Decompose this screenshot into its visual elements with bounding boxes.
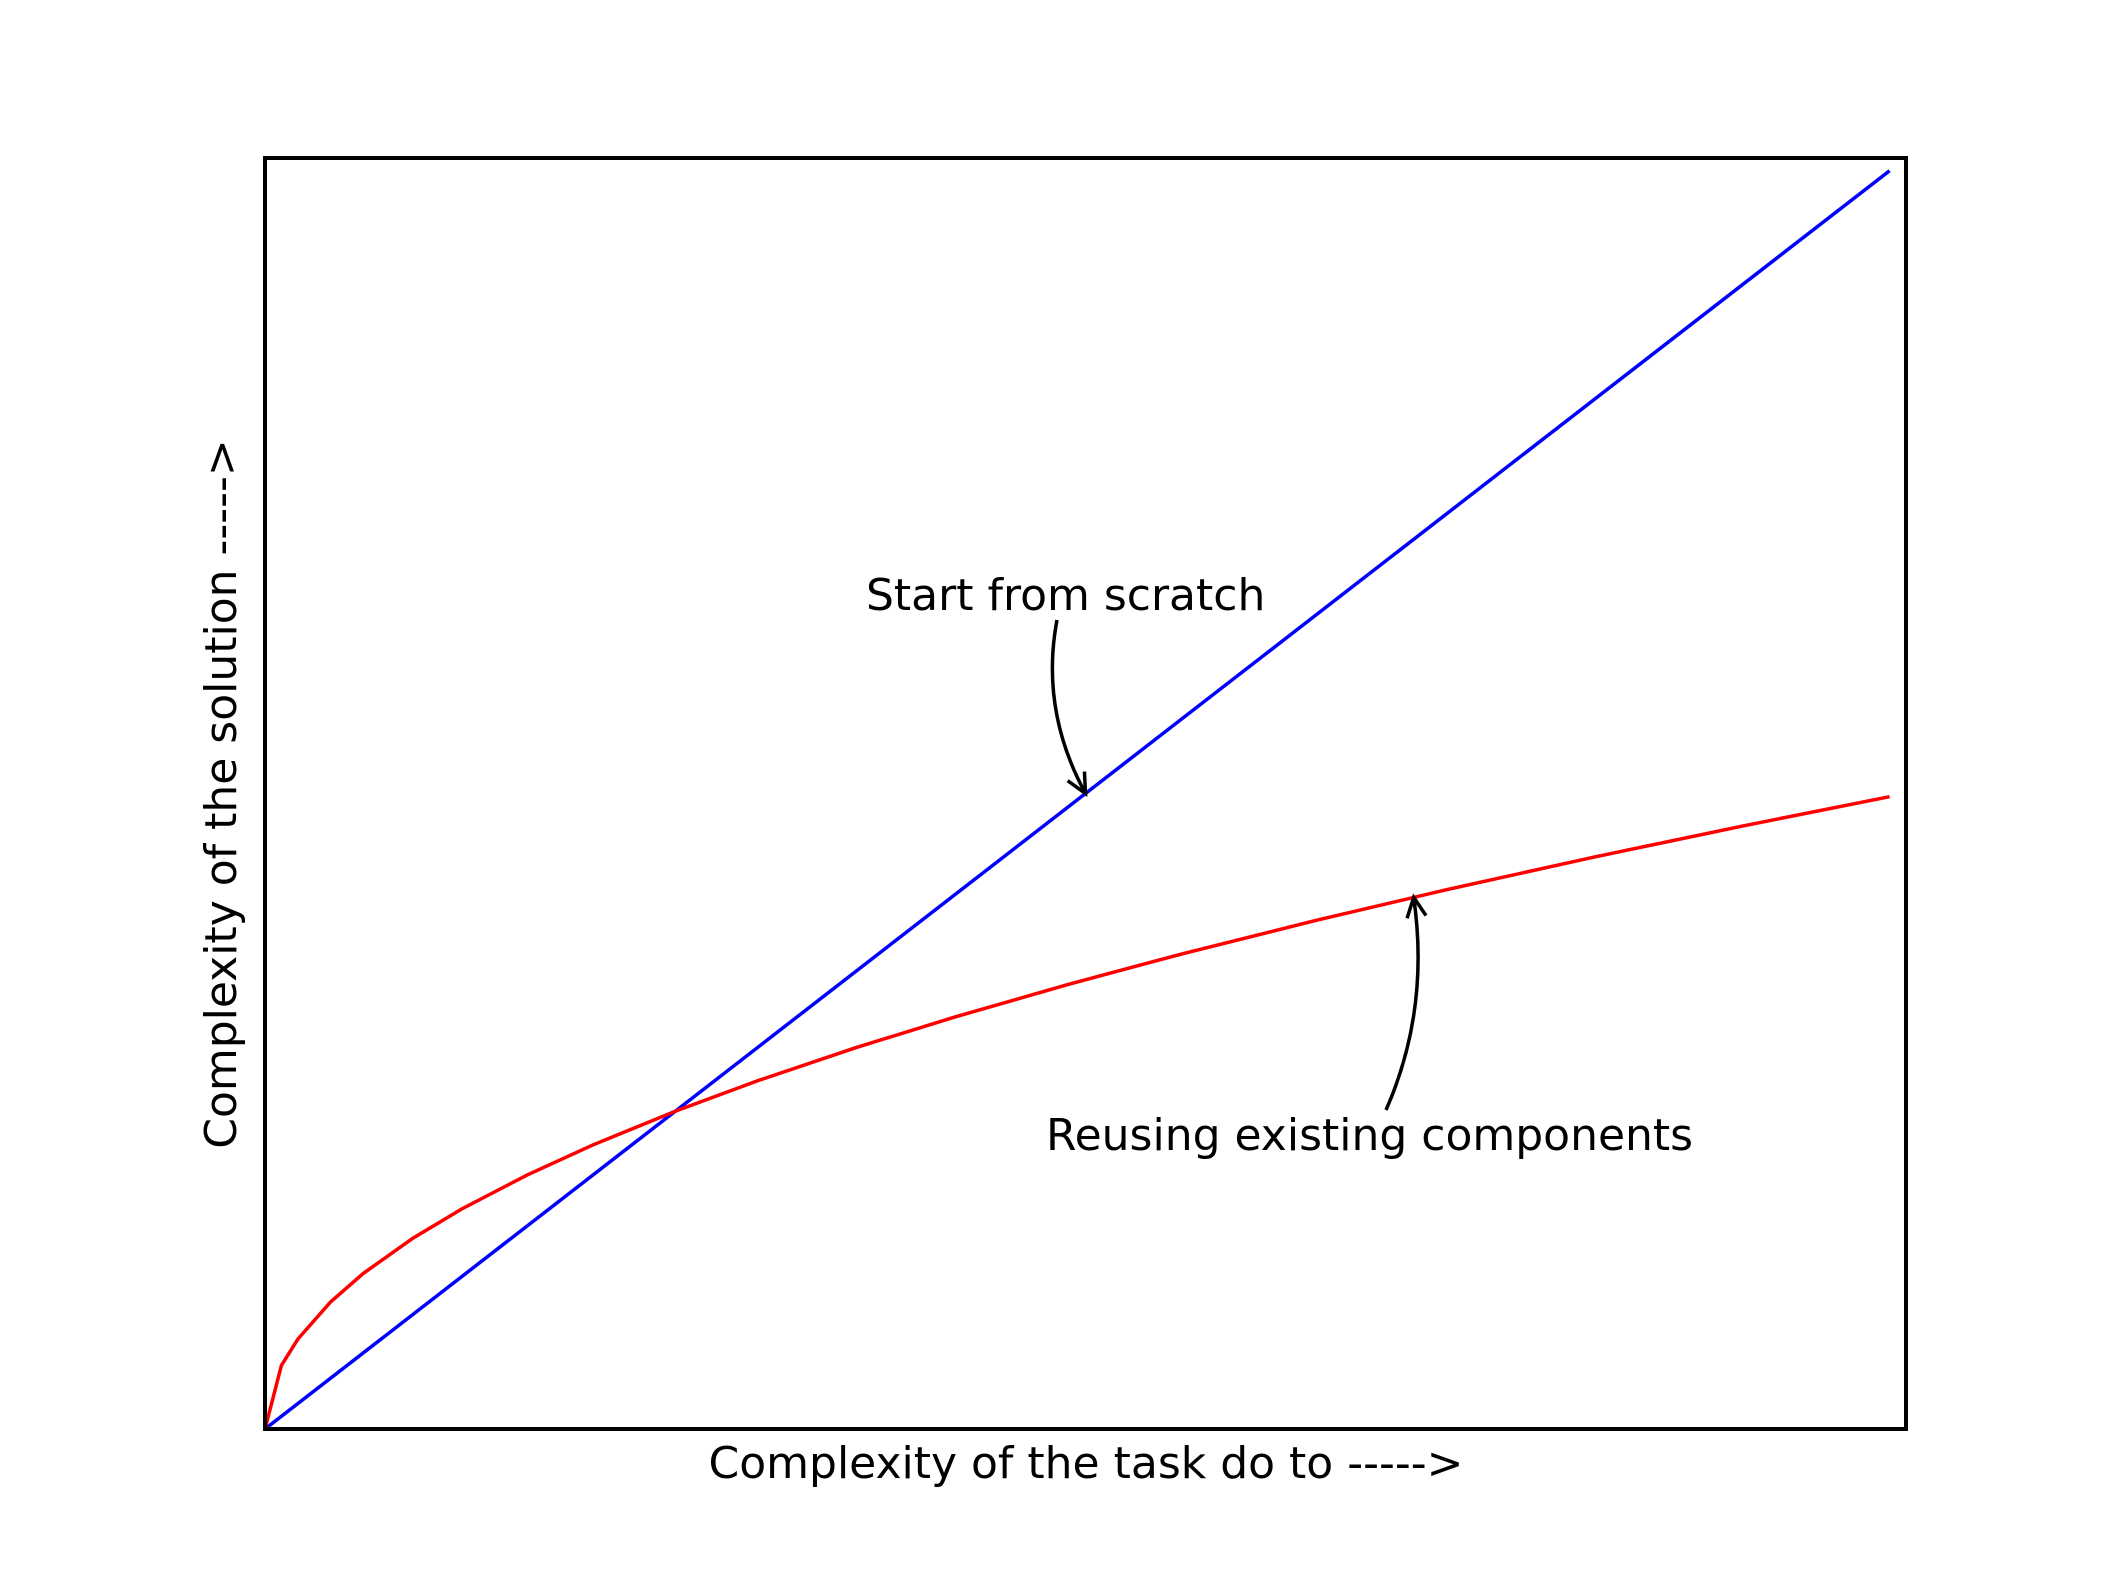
annotation-label-1: Reusing existing components [1046, 1110, 1693, 1161]
series-line-0 [265, 169, 1891, 1429]
annotation-arrow-0 [1050, 619, 1088, 795]
arrowhead-icon [1066, 771, 1088, 798]
y-axis-label: Complexity of the solution -----> [196, 439, 247, 1149]
annotation-arrow-1 [1384, 897, 1420, 1111]
series-line-1 [265, 794, 1890, 1429]
plot-frame [263, 156, 1908, 1431]
arrowhead-icon [1405, 893, 1428, 919]
annotation-label-0: Start from scratch [866, 570, 1265, 621]
x-axis-label: Complexity of the task do to -----> [709, 1438, 1464, 1489]
